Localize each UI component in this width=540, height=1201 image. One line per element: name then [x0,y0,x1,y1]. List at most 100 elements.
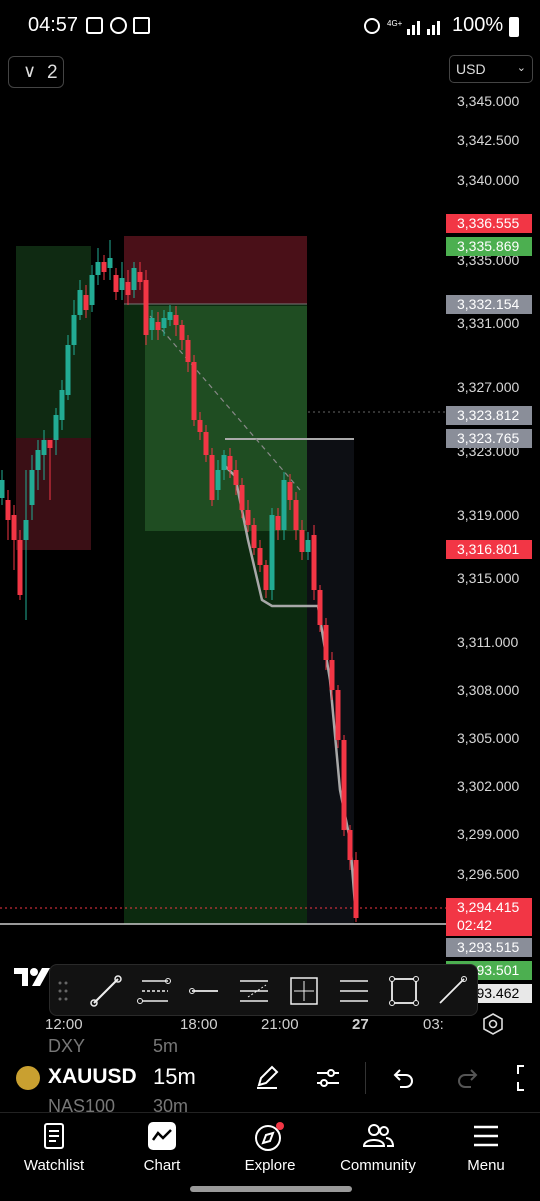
interval-picker-ghost: 30m [153,1096,189,1116]
candle-body [155,322,161,330]
candle-body [107,258,113,268]
chart-settings-gear-icon[interactable] [482,1013,504,1035]
chevron-down-icon: ⌄ [516,62,526,74]
price-tick: 3,335.000 [457,252,520,268]
nav-item-menu[interactable] [432,1112,540,1186]
candle-body [317,590,323,625]
undo-icon[interactable] [390,1066,416,1090]
currency-select[interactable]: USD ⌄ [449,55,533,83]
nav-item-chart[interactable] [108,1112,216,1186]
alarm-icon [364,18,380,34]
signal-icons: 4G+ [364,18,440,35]
candle-body [209,455,215,500]
price-tick: 3,308.000 [457,682,520,698]
candle-body [17,540,23,595]
nav-item-watchlist[interactable] [0,1112,108,1186]
price-badge-gray: 3,323.812 [446,406,532,425]
drag-handle-icon[interactable] [58,980,68,1002]
candle-body [101,262,107,272]
price-tick: 3,299.000 [457,826,520,842]
menu-icon [474,1125,498,1147]
candle-body [59,390,65,420]
candle-body [0,480,5,498]
candle-body [275,516,281,530]
nav-item-community[interactable] [324,1112,432,1186]
candle-body [53,415,59,440]
candle-body [65,345,71,395]
nav-item-explore[interactable] [216,1112,324,1186]
time-label: 12:00 [45,1016,83,1033]
candle-body [203,432,209,455]
price-chart[interactable] [0,90,446,958]
watchlist-icon [44,1123,64,1149]
candle-body [287,482,293,500]
nav-label-chart: Chart [143,1157,181,1174]
candle-body [113,275,119,292]
price-tick: 3,315.000 [457,570,520,586]
candle-body [119,278,125,290]
battery-percent: 100% [452,14,504,36]
candle-body [239,485,245,510]
candle-body [77,290,83,315]
ray-tool-icon[interactable] [434,973,470,1009]
price-tick: 3,345.000 [457,93,520,109]
time-label: 18:00 [180,1016,218,1033]
candle-body [185,340,191,362]
compass-icon [255,1122,284,1151]
chart-icon [148,1122,176,1150]
candle-body [5,500,11,520]
price-badge-gray: 3,332.154 [446,295,532,314]
interval-selector[interactable]: 15m [153,1064,196,1089]
candle-body [221,455,227,470]
candle-body [245,510,251,525]
price-badge-red: 3,336.555 [446,214,532,233]
price-badge-gray: 3,323.765 [446,429,532,448]
candle-body [227,456,233,470]
candle-body [233,470,239,485]
notification-icon [86,17,103,34]
candle-body [71,315,77,345]
home-indicator [190,1186,352,1192]
candle-body [143,280,149,335]
candle-body [83,295,89,310]
price-tick: 3,342.500 [457,132,520,148]
short-position-target-zone [145,306,307,531]
date-price-range-tool-icon[interactable] [286,973,322,1009]
candle-body [329,660,335,690]
chevron-down-icon: ∨ [23,61,37,81]
interval-picker-ghost: 5m [153,1036,179,1056]
trend-line-tool-icon[interactable] [88,973,124,1009]
currency-label: USD [456,61,486,77]
symbol-name[interactable]: XAUUSD [48,1065,136,1088]
candle-body [137,272,143,282]
indicators-sliders-icon[interactable] [314,1064,342,1092]
gold-coin-icon [16,1066,40,1090]
candle-body [341,740,347,830]
current-price-badge: 3,294.415 02:42 [446,898,532,936]
pencil-icon[interactable] [253,1063,281,1091]
nav-label-watchlist: Watchlist [23,1157,85,1174]
status-time: 04:57 [28,14,79,36]
candle-body [353,860,359,918]
price-badge-red: 3,316.801 [446,540,532,559]
network-type-label: 4G+ [387,19,403,28]
pitchfork-tool-icon[interactable] [336,973,372,1009]
candle-body [293,500,299,530]
candle-body [251,525,257,548]
candle-body [311,535,317,590]
candle-body [23,520,29,540]
price-tick: 3,311.000 [457,634,519,650]
parallel-channel-tool-icon[interactable] [236,973,272,1009]
candle-body [281,480,287,530]
fib-retracement-tool-icon[interactable] [136,973,172,1009]
candle-body [215,470,221,490]
candle-body [347,830,353,860]
nav-label-menu: Menu [467,1157,505,1174]
battery-icon [509,17,519,37]
fullscreen-icon[interactable] [514,1064,540,1092]
rectangle-tool-icon[interactable] [386,973,422,1009]
layout-selector-button[interactable]: ∨ 2 [8,56,64,88]
horizontal-line-tool-icon[interactable] [186,973,222,1009]
candle-body [35,450,41,470]
candle-body [47,440,53,448]
